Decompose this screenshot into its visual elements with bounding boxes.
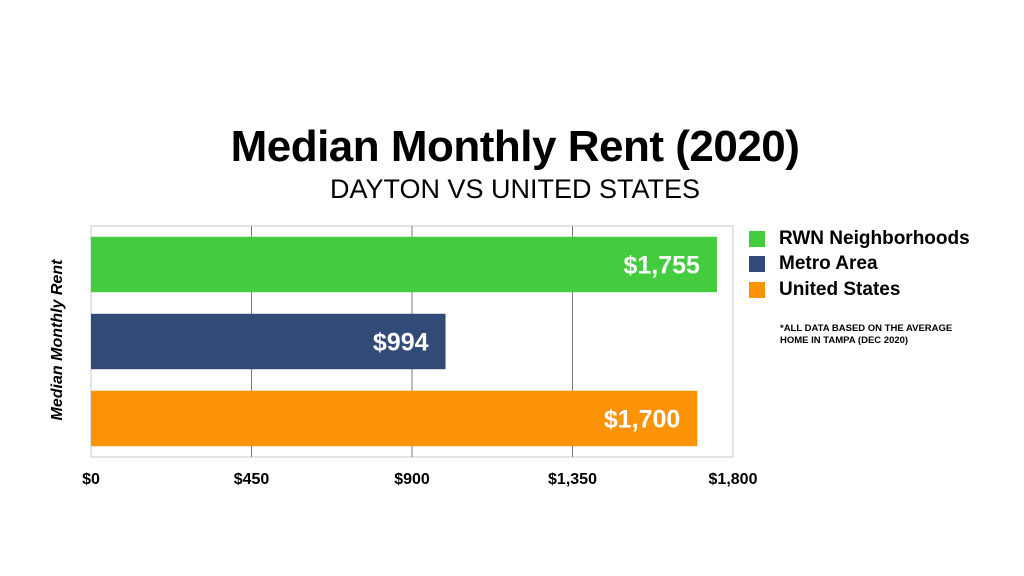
legend-label-us: United States — [779, 278, 901, 300]
legend: RWN Neighborhoods Metro Area United Stat… — [749, 226, 970, 303]
x-tick-label: $1,350 — [548, 471, 597, 488]
legend-item-us: United States — [749, 277, 970, 303]
legend-item-metro: Metro Area — [749, 252, 970, 278]
legend-swatch-rwn — [749, 230, 765, 247]
data-label-rwn-neighborhoods: $1,755 — [623, 252, 700, 280]
x-tick-label: $0 — [82, 471, 100, 488]
chart-title: Median Monthly Rent (2020) — [230, 122, 800, 171]
legend-label-metro: Metro Area — [779, 253, 878, 275]
legend-item-rwn: RWN Neighborhoods — [749, 226, 970, 252]
x-tick-label: $900 — [394, 471, 430, 488]
data-label-metro-area: $994 — [373, 329, 429, 357]
data-label-united-states: $1,700 — [604, 406, 680, 434]
legend-label-rwn: RWN Neighborhoods — [779, 227, 970, 249]
x-tick-label: $1,800 — [709, 471, 758, 488]
x-tick-label: $450 — [234, 471, 270, 488]
bar-metro-area — [91, 313, 446, 370]
bar-united-states — [91, 390, 698, 447]
data-note: *ALL DATA BASED ON THE AVERAGE HOME IN T… — [780, 323, 953, 346]
chart-subtitle: DAYTON VS UNITED STATES — [329, 174, 701, 204]
bar-rwn-neighborhoods — [91, 236, 717, 293]
legend-swatch-metro — [749, 256, 765, 273]
legend-swatch-us — [749, 281, 765, 298]
